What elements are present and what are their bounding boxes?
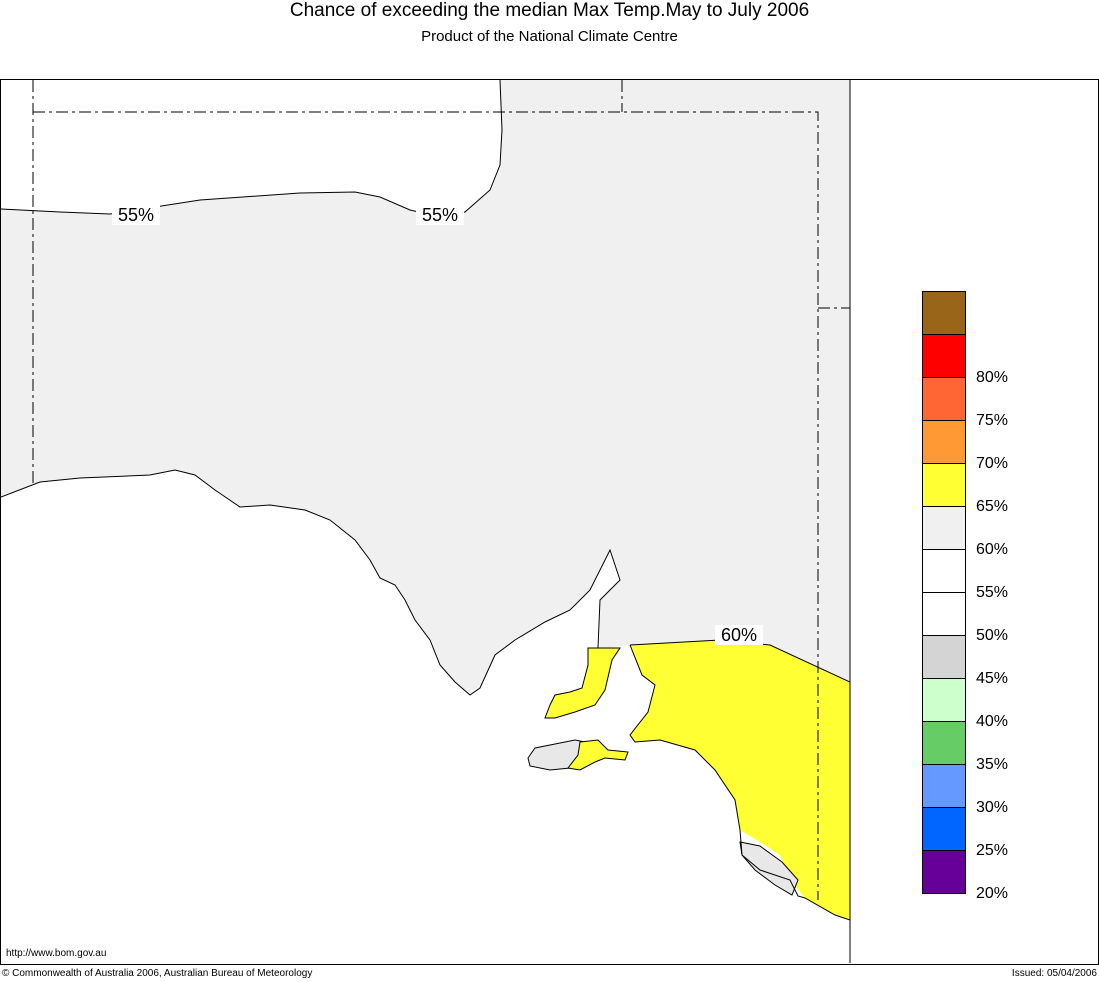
legend-swatch — [922, 636, 966, 679]
legend-swatch — [922, 722, 966, 765]
legend-label: 40% — [976, 713, 1009, 730]
region-50-55 — [1, 80, 502, 217]
legend-label: 55% — [976, 584, 1009, 601]
legend-swatch — [922, 507, 966, 550]
legend-label: 45% — [976, 670, 1009, 687]
legend-swatch — [922, 808, 966, 851]
legend-label: 65% — [976, 498, 1009, 515]
map-subtitle: Product of the National Climate Centre — [421, 28, 678, 45]
contour-label-60: 60% — [721, 625, 757, 645]
legend-swatch — [922, 851, 966, 894]
legend-label: 25% — [976, 842, 1009, 859]
legend-label: 20% — [976, 885, 1009, 902]
legend-swatch — [922, 593, 966, 636]
legend-swatch — [922, 421, 966, 464]
legend-label: 35% — [976, 756, 1009, 773]
state-border — [32, 80, 850, 900]
kangaroo-island-yellow — [567, 739, 629, 771]
legend-label: 30% — [976, 799, 1009, 816]
website-url[interactable]: http://www.bom.gov.au — [6, 948, 107, 959]
legend-swatch — [922, 765, 966, 808]
map-title: Chance of exceeding the median Max Temp.… — [289, 0, 810, 21]
region-55-60 — [1, 80, 850, 695]
contour-label-55-east: 55% — [422, 205, 458, 225]
copyright-notice: © Commonwealth of Australia 2006, Austra… — [2, 968, 313, 979]
legend-label: 50% — [976, 627, 1009, 644]
legend-swatch — [922, 550, 966, 593]
legend-label: 75% — [976, 412, 1009, 429]
legend-label: 70% — [976, 455, 1009, 472]
issued-date: Issued: 05/04/2006 — [1011, 968, 1097, 979]
legend-swatch — [922, 679, 966, 722]
coastline-east — [629, 644, 850, 921]
coastline — [1, 469, 621, 696]
contour-label-55-west: 55% — [118, 205, 154, 225]
legend-swatch — [922, 291, 966, 335]
legend-swatch — [922, 335, 966, 378]
legend-label: 60% — [976, 541, 1009, 558]
legend-swatch — [922, 464, 966, 507]
legend — [922, 291, 966, 894]
region-60-65-yorke — [544, 647, 621, 719]
region-60-65 — [630, 640, 850, 920]
legend-label: 80% — [976, 369, 1009, 386]
region-se-grey — [739, 841, 799, 896]
legend-swatch — [922, 378, 966, 421]
